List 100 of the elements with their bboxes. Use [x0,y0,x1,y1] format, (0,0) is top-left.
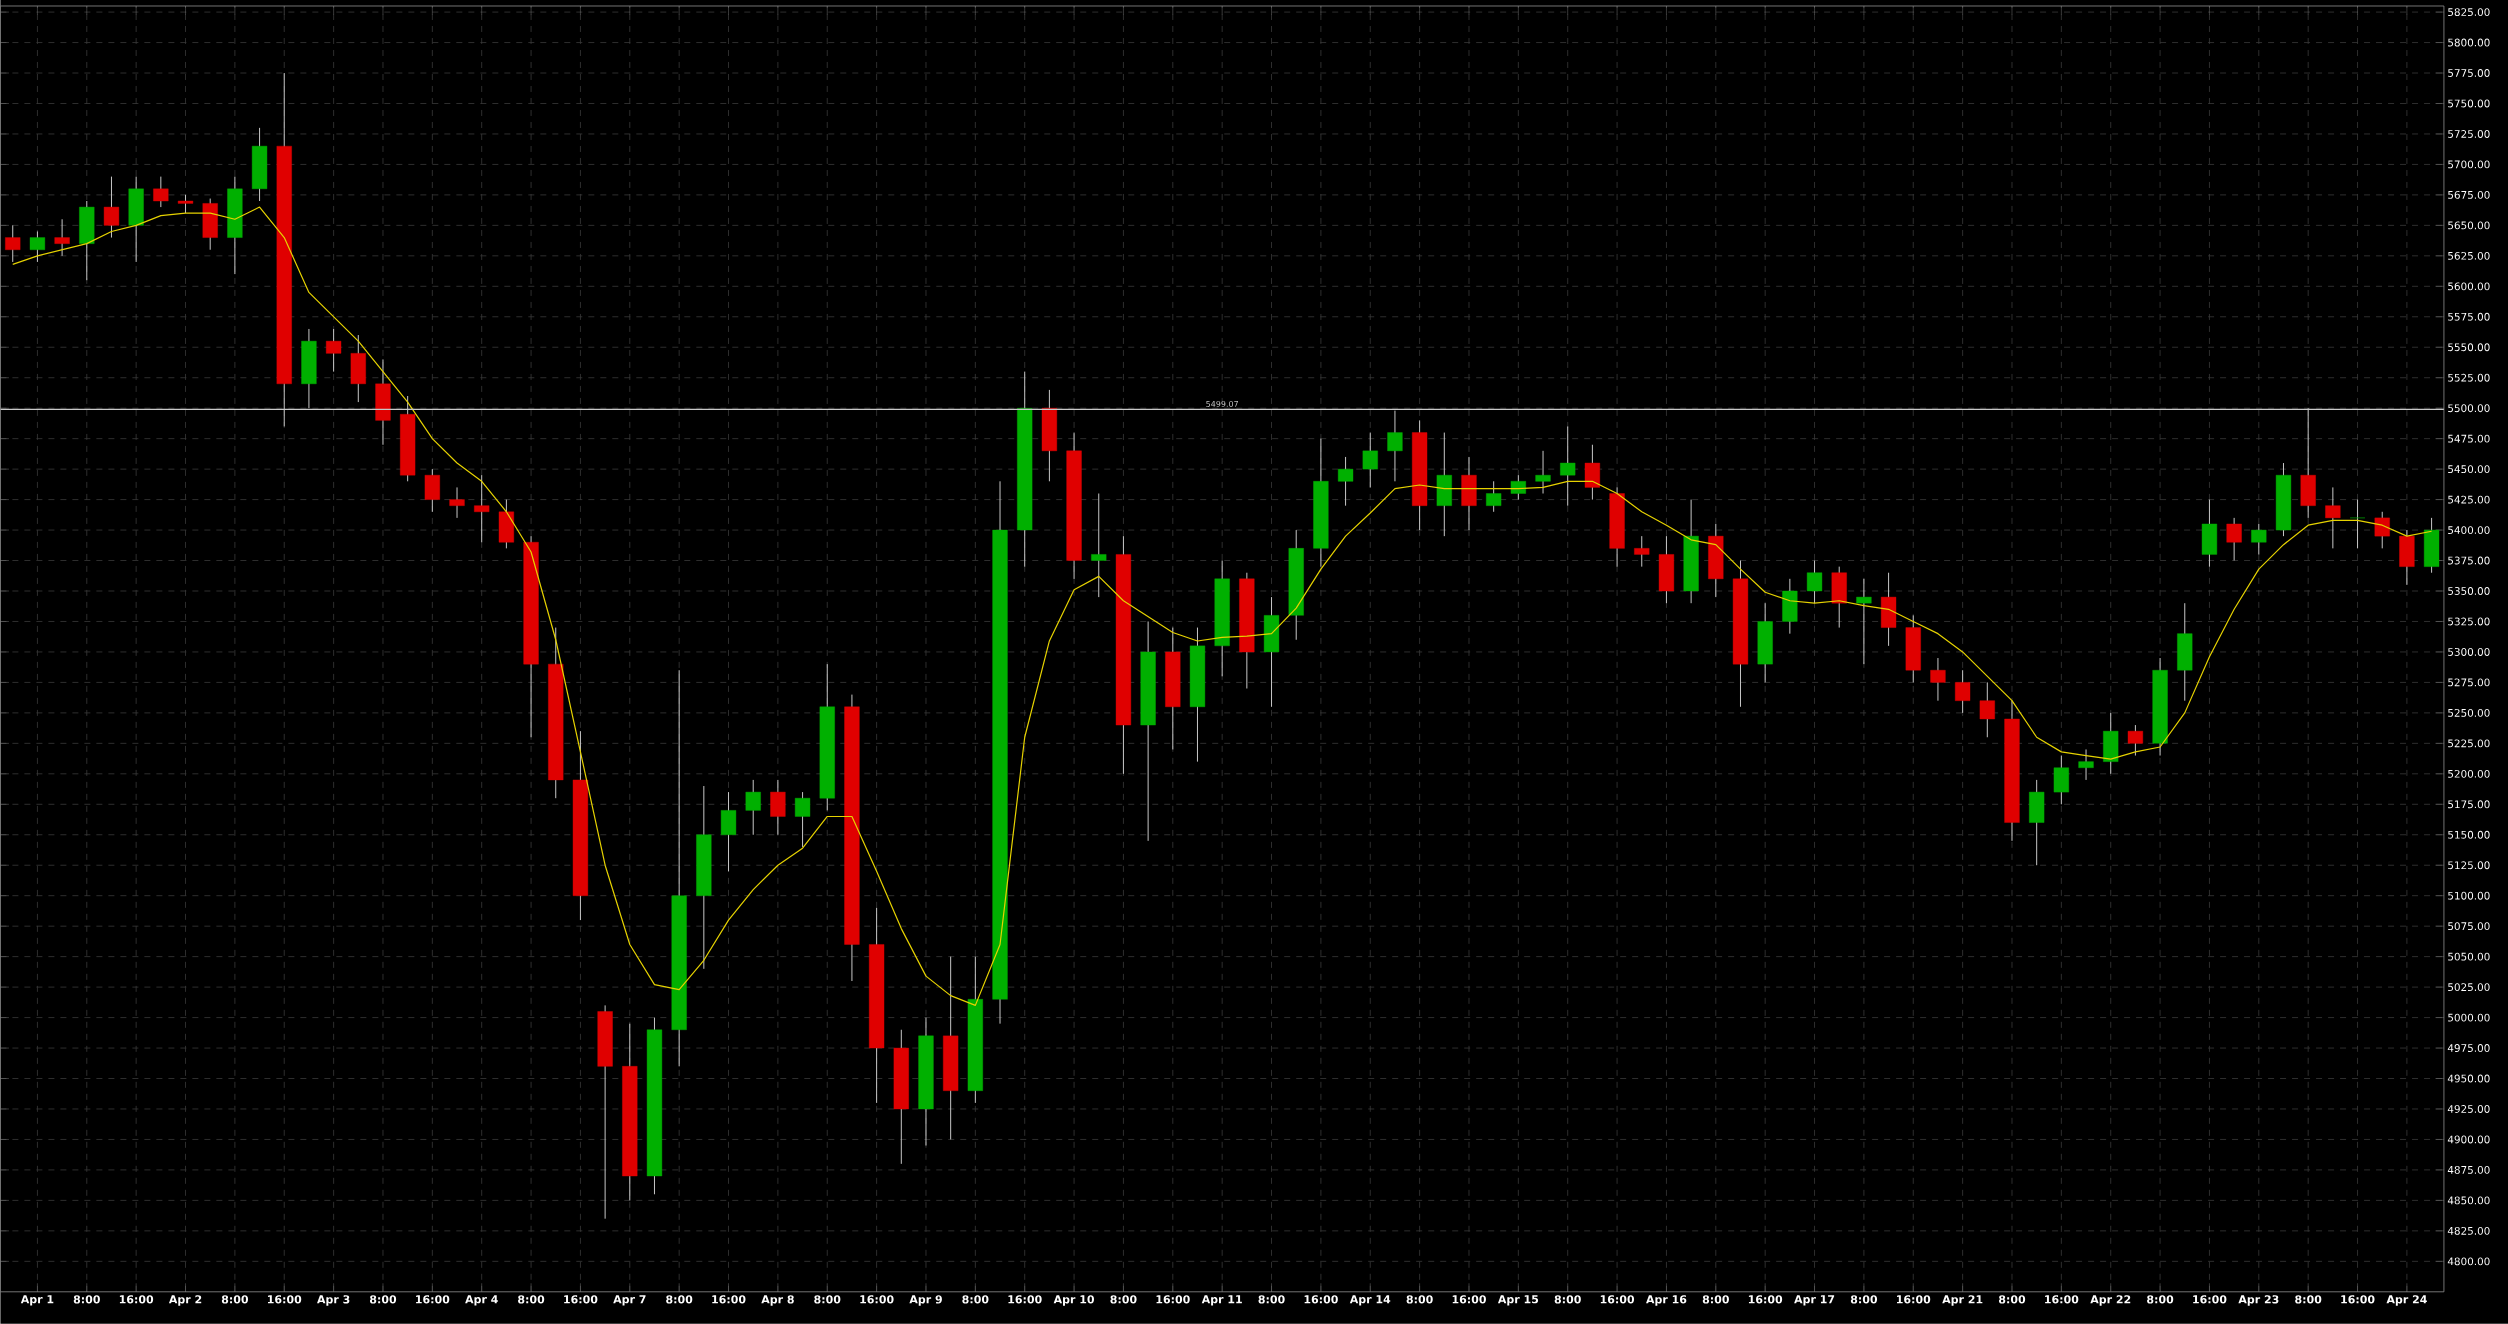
x-tick-label: 16:00 [1452,1295,1486,1304]
y-tick-label: 5000.00 [2448,1013,2490,1022]
y-tick-label: 5100.00 [2448,891,2490,900]
x-tick-label: Apr 4 [465,1295,498,1306]
x-tick-label: Apr 24 [2386,1295,2427,1306]
y-tick-label: 5225.00 [2448,739,2490,748]
x-tick-label: 8:00 [73,1295,100,1304]
y-tick-label: 5250.00 [2448,709,2490,717]
y-tick-label: 4950.00 [2447,1074,2490,1083]
y-tick-label: 5200.00 [2448,769,2490,778]
x-tick-label: Apr 8 [761,1295,794,1306]
x-tick-label: 16:00 [119,1295,154,1304]
x-tick-label: 8:00 [221,1295,249,1304]
x-tick-label: 8:00 [962,1295,989,1304]
candlestick [2127,724,2143,757]
y-tick-label: 5625.00 [2448,252,2490,260]
candlestick [29,231,46,263]
x-tick-label: 8:00 [1110,1295,1137,1304]
candlestick [326,328,342,373]
y-tick-label: 5775.00 [2448,69,2490,78]
y-tick-label: 4975.00 [2447,1044,2490,1053]
candlestick [1486,480,1502,513]
x-tick-label: Apr 11 [1201,1295,1242,1306]
y-tick-label: 5600.00 [2448,282,2490,291]
y-tick-label: 5125.00 [2448,861,2490,870]
x-tick-label: Apr 10 [1053,1295,1095,1306]
y-tick-label: 5175.00 [2448,800,2490,809]
y-tick-label: 5025.00 [2448,983,2490,992]
y-tick-label: 5575.00 [2448,312,2490,321]
x-tick-label: Apr 22 [2090,1295,2131,1306]
x-tick-label: 16:00 [2341,1295,2375,1304]
candlestick [2374,511,2390,549]
x-tick-label: 8:00 [369,1295,397,1304]
candlestick [2349,499,2366,549]
x-tick-label: Apr 15 [1497,1295,1539,1306]
candlestick [2078,749,2094,781]
candlestick [153,176,169,208]
candlestick [474,474,490,543]
x-tick-label: Apr 3 [317,1295,350,1306]
x-tick-label: Apr 23 [2238,1295,2279,1306]
candlestick [1337,456,1354,507]
x-tick-label: 16:00 [1600,1295,1635,1304]
y-tick-label: 5825.00 [2448,8,2490,17]
y-tick-label: 4825.00 [2447,1227,2490,1235]
candlestick [1091,493,1107,598]
candlestick [1510,474,1526,501]
y-tick-label: 5325.00 [2448,617,2490,626]
candlestick [5,224,21,263]
x-tick-label: 8:00 [1998,1295,2026,1304]
x-tick-label: Apr 7 [613,1295,646,1306]
x-tick-label: 16:00 [1748,1295,1783,1304]
x-tick-label: 16:00 [1008,1295,1042,1304]
candlestick [1560,426,1576,507]
x-tick-label: 16:00 [416,1295,450,1304]
candlestick [1856,578,1872,665]
x-tick-label: 16:00 [2193,1295,2227,1304]
ref-line-label: 5499.07 [1206,400,1238,408]
x-tick-label: 16:00 [268,1295,302,1304]
x-tick-label: Apr 16 [1646,1295,1687,1306]
y-tick-label: 4900.00 [2447,1135,2490,1144]
candlestick [2325,487,2341,549]
x-tick-label: 8:00 [1702,1295,1729,1304]
x-tick-label: 8:00 [1850,1295,1878,1304]
candlestick [449,487,465,519]
x-tick-label: Apr 9 [909,1295,942,1306]
y-tick-label: 5475.00 [2448,434,2490,443]
x-tick-label: Apr 1 [20,1295,54,1306]
y-tick-label: 4925.00 [2447,1105,2490,1114]
x-tick-label: 8:00 [2295,1295,2322,1304]
x-tick-label: 16:00 [860,1295,894,1304]
y-tick-label: 4850.00 [2447,1196,2490,1205]
y-tick-label: 5500.00 [2448,404,2490,413]
x-tick-label: Apr 21 [1942,1295,1983,1306]
x-tick-label: 8:00 [814,1295,841,1304]
x-tick-label: Apr 2 [168,1295,202,1306]
y-tick-label: 5725.00 [2448,130,2490,138]
x-tick-label: 16:00 [1897,1295,1931,1304]
candlestick [1930,657,1946,702]
candlestick [103,176,120,239]
x-tick-label: 8:00 [2147,1295,2174,1304]
y-tick-label: 5700.00 [2448,160,2490,169]
candlestick [2226,517,2242,562]
y-tick-label: 5075.00 [2448,922,2490,931]
x-tick-label: 16:00 [1304,1295,1338,1304]
candlestick [1806,560,1823,604]
y-tick-label: 5300.00 [2448,648,2490,656]
x-tick-label: 8:00 [666,1295,693,1304]
x-tick-label: 16:00 [1156,1295,1190,1304]
candlestick [2251,523,2267,556]
y-tick-label: 5400.00 [2448,526,2490,535]
y-tick-label: 4875.00 [2447,1166,2490,1174]
y-tick-label: 5525.00 [2448,373,2490,382]
candlestick [745,779,761,836]
y-tick-label: 5650.00 [2448,221,2490,230]
y-tick-label: 5275.00 [2448,678,2490,687]
x-tick-label: 8:00 [1258,1295,1285,1304]
x-tick-label: 8:00 [518,1295,545,1304]
candlestick [1634,535,1650,568]
x-tick-label: 8:00 [1406,1295,1433,1304]
candlestick [794,791,811,848]
